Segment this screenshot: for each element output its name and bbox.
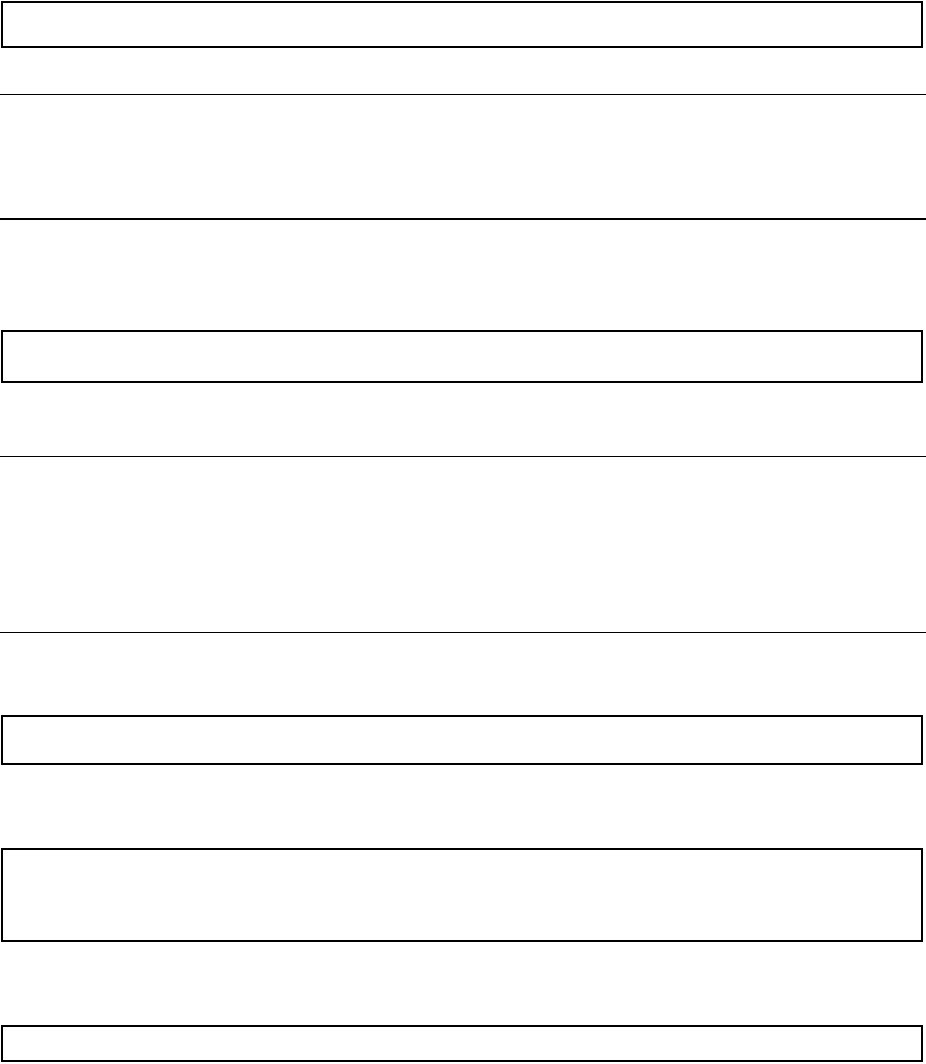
input-field[interactable] [1, 715, 923, 765]
text-area[interactable] [1, 848, 923, 942]
divider [0, 94, 926, 95]
input-field[interactable] [1, 330, 923, 383]
input-field[interactable] [1, 1025, 923, 1062]
divider [0, 632, 926, 633]
divider [0, 456, 926, 457]
input-field[interactable] [1, 1, 923, 48]
divider [0, 218, 926, 220]
